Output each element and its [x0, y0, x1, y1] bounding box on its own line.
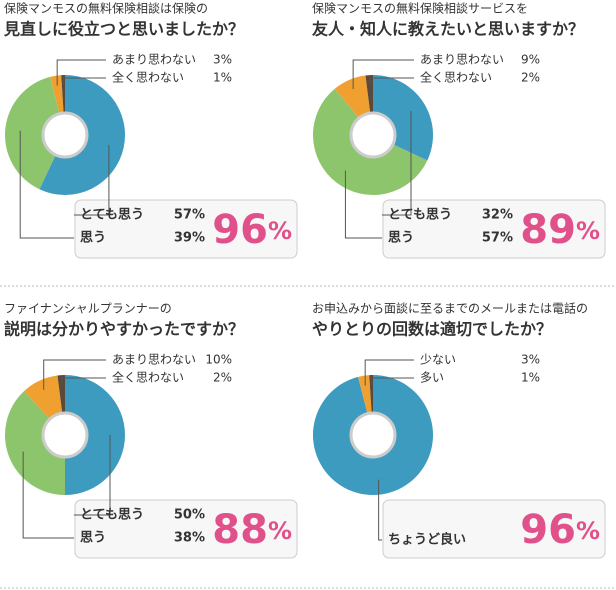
- donut-slice: [365, 75, 373, 116]
- chart-subtitle: やりとりの回数は適切でしたか？: [312, 320, 552, 339]
- value-label: 50%: [174, 508, 205, 523]
- leader-line: [61, 377, 106, 386]
- summary-unit: %: [576, 517, 600, 545]
- legend-label: とても思う: [80, 508, 144, 523]
- value-label: 38%: [174, 531, 205, 546]
- chart-title: ファイナンシャルプランナーの: [4, 302, 172, 316]
- donut-hole: [349, 411, 397, 459]
- summary-box: [382, 499, 606, 559]
- leader-line: [370, 377, 414, 386]
- leader-line: [378, 479, 382, 541]
- value-label: 32%: [482, 208, 513, 223]
- donut-slice: [334, 75, 371, 120]
- legend-label: あまり思わない: [420, 53, 504, 67]
- chart-title: 保険マンモスの無料保険相談は保険の: [4, 1, 208, 16]
- legend-label: ちょうど良い: [388, 532, 466, 548]
- leader-line: [74, 144, 110, 216]
- leader-line: [56, 59, 106, 86]
- summary-value: 96: [520, 507, 576, 553]
- legend-label: とても思う: [388, 208, 452, 223]
- legend-label: 思う: [80, 231, 106, 246]
- summary-box: [382, 199, 606, 259]
- legend-label: あまり思わない: [112, 353, 196, 367]
- donut-hole: [349, 111, 397, 159]
- legend-label: 全く思わない: [112, 70, 184, 85]
- donut-slice: [61, 75, 65, 116]
- legend-label: 全く思わない: [420, 70, 492, 85]
- summary-unit: %: [268, 517, 292, 545]
- donut-slice: [23, 375, 63, 421]
- donut-slice: [4, 76, 61, 190]
- legend-label: 少ない: [420, 353, 456, 367]
- legend-label: 多い: [420, 371, 444, 385]
- legend-label: 思う: [80, 531, 106, 546]
- summary-unit: %: [268, 217, 292, 245]
- value-label: 3%: [213, 53, 232, 67]
- value-label: 1%: [213, 71, 232, 85]
- donut-slice: [373, 75, 433, 161]
- leader-line: [382, 110, 412, 216]
- donut-slice: [369, 375, 373, 416]
- value-label: 2%: [213, 371, 232, 385]
- leader-line: [43, 359, 106, 390]
- legend-label: 全く思わない: [112, 370, 184, 385]
- summary-percent: 96%: [212, 207, 292, 253]
- donut-hole: [41, 411, 89, 459]
- chart-subtitle: 友人・知人に教えたいと思いますか？: [312, 20, 584, 39]
- value-label: 57%: [482, 231, 513, 246]
- summary-value: 96: [212, 207, 268, 253]
- value-label: 10%: [205, 353, 232, 367]
- leader-line: [369, 77, 414, 86]
- donut-slice: [4, 391, 65, 495]
- summary-box: [74, 499, 298, 559]
- donut-slice: [50, 75, 64, 116]
- chart-subtitle: 説明は分かりやすかったですか？: [4, 320, 244, 339]
- value-label: 39%: [174, 231, 205, 246]
- legend-label: 思う: [388, 231, 414, 246]
- value-label: 2%: [521, 71, 540, 85]
- value-label: 3%: [521, 353, 540, 367]
- leader-line: [62, 77, 106, 86]
- summary-box: [74, 199, 298, 259]
- value-label: 1%: [521, 371, 540, 385]
- chart-title: お申込みから面談に至るまでのメールまたは電話の: [312, 301, 588, 316]
- value-label: 57%: [174, 208, 205, 223]
- leader-line: [22, 451, 74, 539]
- summary-percent: 96%: [520, 507, 600, 553]
- summary-percent: 89%: [520, 207, 600, 253]
- leader-line: [352, 59, 414, 90]
- donut-slice: [312, 375, 433, 495]
- donut-slice: [57, 375, 65, 416]
- chart-title: 保険マンモスの無料保険相談サービスを: [312, 1, 528, 16]
- leader-line: [344, 170, 382, 239]
- value-label: 9%: [521, 53, 540, 67]
- summary-value: 89: [520, 207, 576, 253]
- donut-slice: [358, 375, 372, 416]
- donut-slice: [39, 75, 125, 195]
- donut-hole: [41, 111, 89, 159]
- donut-slice: [313, 88, 428, 196]
- summary-percent: 88%: [212, 507, 292, 553]
- legend-label: あまり思わない: [112, 53, 196, 67]
- chart-subtitle: 見直しに役立つと思いましたか？: [3, 20, 244, 39]
- legend-label: とても思う: [80, 208, 144, 223]
- leader-line: [19, 130, 74, 239]
- summary-value: 88: [212, 507, 268, 553]
- leader-line: [74, 435, 111, 516]
- leader-line: [364, 359, 414, 386]
- summary-unit: %: [576, 217, 600, 245]
